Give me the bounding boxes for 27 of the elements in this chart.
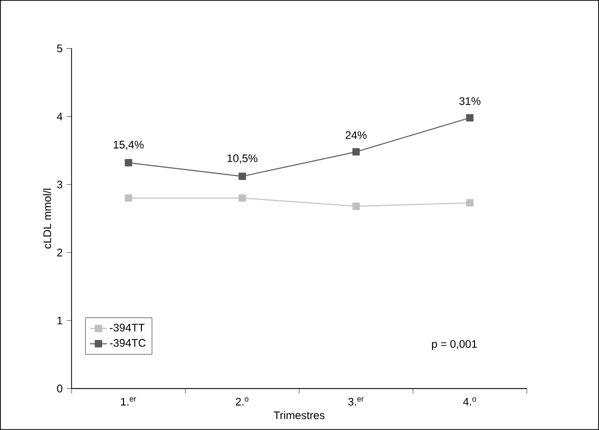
y-axis-title: cLDL mmol/l — [43, 188, 52, 249]
point — [352, 202, 360, 210]
point — [124, 159, 132, 166]
y-tick-label: 1 — [57, 316, 62, 324]
annotation: 31% — [459, 97, 480, 105]
y-tick-label: 4 — [56, 112, 62, 120]
point — [466, 199, 474, 207]
x-tick-label: 4.$^{o}$ — [463, 397, 476, 406]
point — [352, 148, 360, 156]
x-tick-label: 1.$^{er}$ — [121, 397, 136, 406]
legend-label: -394TT — [110, 324, 145, 332]
point — [238, 172, 246, 180]
annotation: 24% — [346, 131, 367, 140]
x-tick-label: 3.$^{er}$ — [348, 397, 364, 406]
y-tick-label: 2 — [57, 248, 62, 256]
x-axis-title: Trimestres — [274, 411, 324, 420]
point — [466, 114, 474, 122]
annotation: 10,5% — [228, 154, 258, 164]
annotation: 15,4% — [114, 140, 144, 150]
legend-label: -394TC — [110, 339, 146, 347]
point — [124, 194, 132, 202]
y-tick-label: 3 — [57, 180, 62, 188]
y-tick-label: 0 — [57, 384, 62, 392]
annotation: p = 0,001 — [432, 340, 477, 350]
point — [238, 194, 246, 202]
x-tick-label: 2.$^{o}$ — [236, 397, 248, 406]
y-tick-label: 5 — [57, 44, 62, 52]
